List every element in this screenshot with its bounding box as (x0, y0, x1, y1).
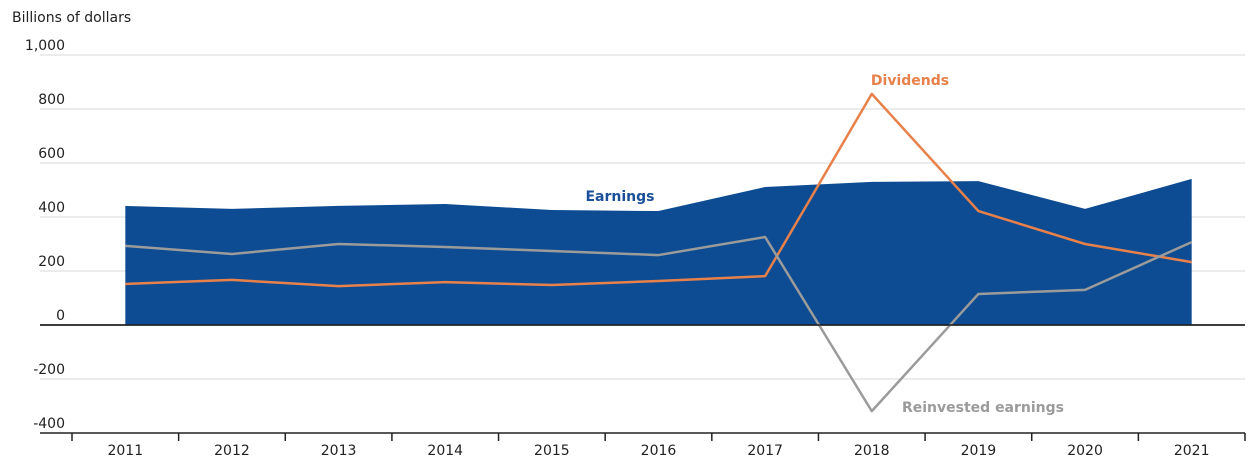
x-tick-label: 2017 (747, 443, 783, 459)
series-line (125, 235, 1193, 413)
y-tick-label: -400 (33, 416, 65, 432)
x-tick-label: 2016 (641, 443, 677, 459)
x-tick-label: 2014 (427, 443, 463, 459)
earnings-area (125, 178, 1192, 325)
y-tick-label: 0 (56, 308, 65, 324)
x-tick-label: 2012 (214, 443, 250, 459)
y-tick-label: 200 (38, 254, 65, 270)
x-tick-label: 2013 (321, 443, 357, 459)
y-tick-label: 400 (38, 200, 65, 216)
series-label: Dividends (871, 73, 949, 89)
x-tick-label: 2015 (534, 443, 570, 459)
x-tick-label: 2018 (854, 443, 890, 459)
series-label: Earnings (585, 189, 654, 205)
x-tick-label: 2011 (107, 443, 143, 459)
series-label: Reinvested earnings (902, 400, 1064, 416)
y-tick-label: 1,000 (25, 38, 65, 54)
y-tick-label: 600 (38, 146, 65, 162)
x-tick-label: 2021 (1174, 443, 1210, 459)
y-axis-label: Billions of dollars (12, 10, 131, 26)
y-tick-label: 800 (38, 92, 65, 108)
x-tick-label: 2019 (961, 443, 997, 459)
y-tick-label: -200 (33, 362, 65, 378)
x-tick-label: 2020 (1067, 443, 1103, 459)
series-line (125, 92, 1192, 288)
